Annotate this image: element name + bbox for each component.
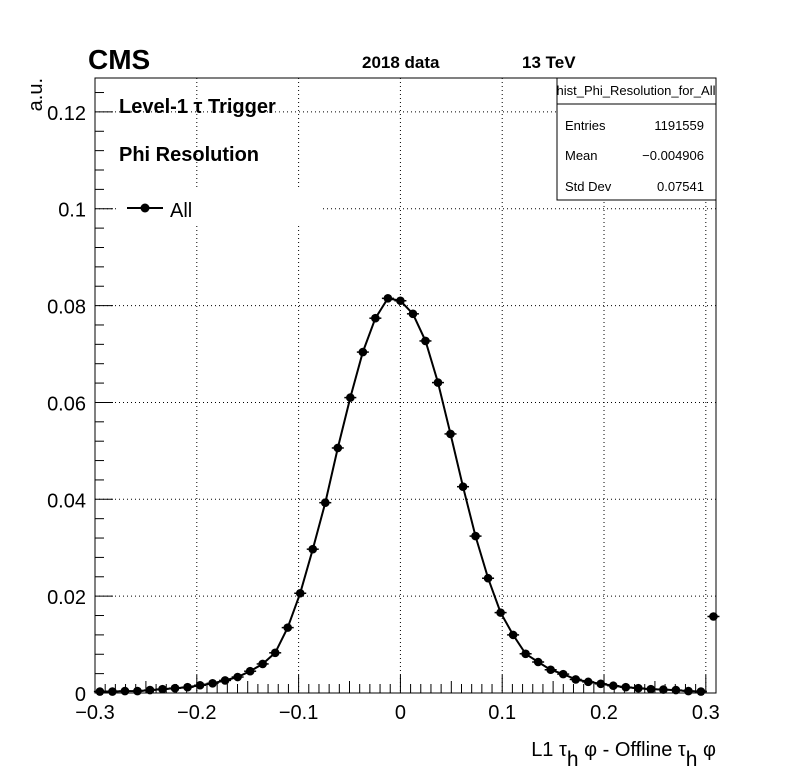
y-tick-label: 0.08 (47, 297, 86, 319)
y-tick-label: 0.1 (58, 200, 86, 222)
data-point (108, 687, 117, 696)
data-point (433, 378, 443, 387)
x-tick-label: −0.2 (177, 702, 216, 724)
y-tick-label: 0.02 (47, 587, 86, 609)
data-point (258, 659, 267, 669)
stats-entries-label: Entries (565, 118, 606, 133)
y-axis-title: a.u. (25, 78, 47, 111)
data-point (170, 683, 180, 693)
stats-entries-value: 1191559 (654, 118, 704, 133)
data-point (183, 682, 192, 692)
y-tick-label: 0 (75, 684, 86, 706)
data-point (508, 630, 518, 640)
y-tick-label: 0.06 (47, 393, 86, 415)
experiment-label: CMS (88, 44, 150, 75)
data-point (358, 347, 368, 357)
data-point (471, 531, 480, 541)
data-point (283, 623, 293, 632)
x-tick-label: 0.2 (590, 702, 618, 724)
data-point (158, 684, 167, 694)
data-point (596, 679, 606, 689)
data-point (408, 309, 418, 319)
y-tick-label: 0.12 (47, 103, 86, 125)
data-point (383, 294, 393, 303)
data-point (571, 675, 581, 684)
energy-label: 13 TeV (522, 53, 576, 72)
x-tick-label: 0 (395, 702, 406, 724)
resolution-annotation: Phi Resolution (119, 144, 259, 166)
data-point (371, 313, 380, 323)
y-tick-labels: 0 0.02 0.04 0.06 0.08 0.1 0.12 (47, 103, 86, 706)
data-point (684, 686, 693, 696)
data-point (270, 648, 280, 658)
data-point (308, 544, 318, 554)
data-point (195, 680, 205, 690)
plot-frame (94, 77, 717, 694)
data-point (696, 687, 706, 696)
data-point (483, 573, 493, 583)
data-point (145, 685, 155, 695)
x-tick-label: 0.3 (692, 702, 720, 724)
data-point (208, 679, 217, 688)
data-point (634, 683, 643, 693)
data-point (233, 672, 242, 682)
data-point (521, 649, 530, 659)
data-point (709, 612, 718, 621)
trigger-annotation: Level-1 τ Trigger (119, 96, 276, 118)
stats-mean-value: −0.004906 (642, 148, 704, 163)
data-point (133, 686, 142, 696)
data-point (583, 677, 593, 687)
x-tick-label: 0.1 (488, 702, 516, 724)
x-tick-labels: −0.3 −0.2 −0.1 0 0.1 0.2 0.3 (75, 702, 719, 724)
dataset-label: 2018 data (362, 53, 440, 72)
data-point (95, 687, 105, 696)
data-point (659, 685, 668, 694)
stats-box-title: hist_Phi_Resolution_for_All (557, 83, 716, 98)
data-point (320, 498, 330, 507)
legend-marker (140, 203, 150, 213)
data-point (120, 686, 130, 696)
data-point (621, 682, 631, 692)
legend-label: All (170, 200, 192, 222)
data-point (496, 608, 505, 617)
data-points (93, 294, 720, 696)
data-point (558, 669, 568, 679)
legend: All (118, 190, 320, 226)
stats-stddev-value: 0.07541 (657, 179, 704, 194)
data-point (446, 429, 455, 439)
data-point (295, 588, 305, 598)
data-point (458, 482, 468, 492)
data-point (396, 296, 405, 306)
data-point (646, 684, 656, 694)
stats-box: hist_Phi_Resolution_for_All Entries 1191… (556, 77, 717, 201)
stats-stddev-label: Std Dev (565, 179, 612, 194)
x-tick-label: −0.3 (75, 702, 114, 724)
data-point (533, 657, 543, 667)
stats-box-frame (556, 77, 717, 201)
data-point (220, 676, 230, 685)
stats-mean-label: Mean (565, 148, 598, 163)
x-tick-label: −0.1 (279, 702, 318, 724)
data-point (608, 681, 618, 691)
data-point (245, 666, 255, 676)
x-axis-title: L1 τh φ - Offline τh φ (531, 739, 716, 771)
y-tick-label: 0.04 (47, 490, 86, 512)
data-point (346, 393, 355, 402)
data-point (333, 443, 343, 453)
data-point (546, 665, 555, 675)
data-point (671, 685, 681, 695)
data-point (421, 336, 430, 346)
